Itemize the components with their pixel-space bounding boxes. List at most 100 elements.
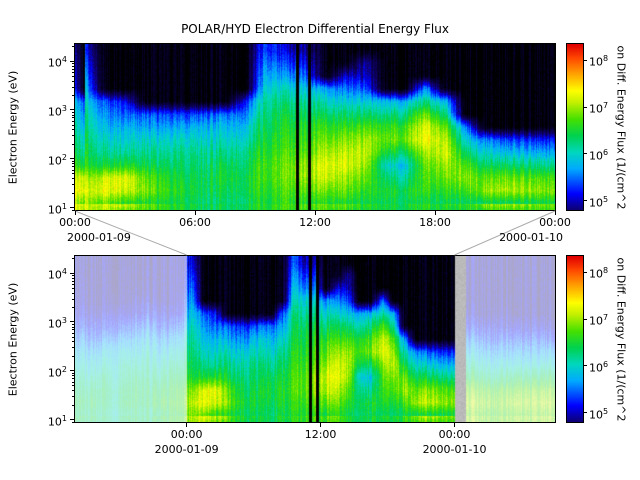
y-minor-tick-mark xyxy=(72,184,75,186)
top-y-axis-label: Electron Energy (eV) xyxy=(6,70,20,184)
y-minor-tick-mark xyxy=(72,86,75,88)
x-tick-mark xyxy=(74,211,76,215)
y-minor-tick-mark xyxy=(72,390,75,392)
y-tick-mark xyxy=(70,158,75,160)
y-minor-tick-mark xyxy=(72,404,75,406)
y-tick-label: 101 xyxy=(47,201,67,217)
x-tick-mark xyxy=(434,211,436,215)
y-tick-mark xyxy=(70,419,75,421)
x-tick-mark xyxy=(454,423,456,427)
y-minor-tick-mark xyxy=(72,298,75,300)
y-minor-tick-mark xyxy=(72,258,75,260)
y-minor-tick-mark xyxy=(72,135,75,137)
y-minor-tick-mark xyxy=(72,192,75,194)
colorbar-tick-mark xyxy=(583,106,587,108)
y-tick-label: 103 xyxy=(47,103,67,119)
y-tick-label: 102 xyxy=(47,364,67,380)
x-tick-label: 00:00 xyxy=(539,216,571,229)
colorbar-tick-mark xyxy=(583,318,587,320)
colorbar-tick-mark xyxy=(583,200,587,202)
y-minor-tick-mark xyxy=(72,63,75,65)
y-minor-tick-mark xyxy=(72,347,75,349)
y-minor-tick-mark xyxy=(72,280,75,282)
colorbar-tick-mark xyxy=(583,365,587,367)
colorbar-tick-label: 107 xyxy=(589,101,609,116)
x-tick-mark xyxy=(186,423,188,427)
y-minor-tick-mark xyxy=(72,378,75,380)
y-minor-tick-mark xyxy=(72,372,75,374)
x-tick-mark xyxy=(320,423,322,427)
y-minor-tick-mark xyxy=(72,341,75,343)
x-tick-label: 12:00 xyxy=(299,216,331,229)
y-minor-tick-mark xyxy=(72,112,75,114)
x-tick-label: 00:00 xyxy=(438,428,471,441)
bottom-spectrogram-heatmap xyxy=(74,255,556,423)
colorbar-tick-label: 107 xyxy=(589,313,609,328)
y-minor-tick-mark xyxy=(72,120,75,122)
y-minor-tick-mark xyxy=(72,381,75,383)
colorbar-tick-label: 105 xyxy=(589,406,609,422)
colorbar-tick-mark xyxy=(583,412,587,414)
colorbar-tick-label: 108 xyxy=(589,54,609,70)
y-minor-tick-mark xyxy=(72,277,75,279)
y-minor-tick-mark xyxy=(72,329,75,331)
y-tick-label: 101 xyxy=(47,413,67,429)
top-spectrogram-heatmap xyxy=(74,43,556,211)
y-minor-tick-mark xyxy=(72,326,75,328)
y-minor-tick-mark xyxy=(72,307,75,309)
y-minor-tick-mark xyxy=(72,160,75,162)
y-minor-tick-mark xyxy=(72,173,75,175)
y-minor-tick-mark xyxy=(72,209,75,211)
y-minor-tick-mark xyxy=(72,169,75,171)
y-minor-tick-mark xyxy=(72,80,75,82)
y-minor-tick-mark xyxy=(72,332,75,334)
colorbar-tick-label: 106 xyxy=(589,359,609,375)
x-tick-label: 06:00 xyxy=(179,216,211,229)
x-tick-mark xyxy=(554,211,556,215)
y-minor-tick-mark xyxy=(72,68,75,70)
y-minor-tick-mark xyxy=(72,287,75,289)
y-minor-tick-mark xyxy=(72,71,75,73)
x-date-label: 2000-01-09 xyxy=(67,231,131,244)
y-minor-tick-mark xyxy=(72,95,75,97)
colorbar-tick-label: 108 xyxy=(589,266,609,282)
y-tick-label: 104 xyxy=(47,267,67,282)
y-minor-tick-mark xyxy=(72,117,75,119)
y-minor-tick-mark xyxy=(72,46,75,48)
y-minor-tick-mark xyxy=(72,385,75,387)
y-minor-tick-mark xyxy=(72,166,75,168)
bottom-y-axis-label: Electron Energy (eV) xyxy=(6,282,20,396)
y-minor-tick-mark xyxy=(72,336,75,338)
y-tick-label: 103 xyxy=(47,315,67,331)
x-tick-mark xyxy=(314,211,316,215)
y-minor-tick-mark xyxy=(72,163,75,165)
y-minor-tick-mark xyxy=(72,75,75,77)
y-minor-tick-mark xyxy=(72,421,75,423)
bottom-ylabel-wrap: Electron Energy (eV) xyxy=(0,255,26,423)
y-tick-label: 104 xyxy=(47,55,67,70)
x-tick-label: 00:00 xyxy=(170,428,203,441)
y-tick-mark xyxy=(70,321,75,323)
y-minor-tick-mark xyxy=(72,356,75,358)
y-minor-tick-mark xyxy=(72,283,75,285)
y-minor-tick-mark xyxy=(72,396,75,398)
top-ylabel-wrap: Electron Energy (eV) xyxy=(0,43,26,211)
bottom-colorbar xyxy=(566,255,584,423)
top-colorbar xyxy=(566,43,584,211)
y-tick-mark xyxy=(70,109,75,111)
colorbar-tick-mark xyxy=(583,153,587,155)
y-minor-tick-mark xyxy=(72,324,75,326)
x-date-label: 2000-01-10 xyxy=(422,443,487,456)
y-tick-label: 102 xyxy=(47,152,67,168)
y-tick-mark xyxy=(70,60,75,62)
colorbar-tick-label: 106 xyxy=(589,147,609,163)
y-minor-tick-mark xyxy=(72,124,75,126)
x-tick-label: 00:00 xyxy=(59,216,91,229)
x-tick-mark xyxy=(194,211,196,215)
colorbar-tick-label: 105 xyxy=(589,194,609,210)
y-tick-mark xyxy=(70,207,75,209)
y-tick-mark xyxy=(70,272,75,274)
x-date-label: 2000-01-10 xyxy=(499,231,563,244)
y-tick-mark xyxy=(70,370,75,372)
